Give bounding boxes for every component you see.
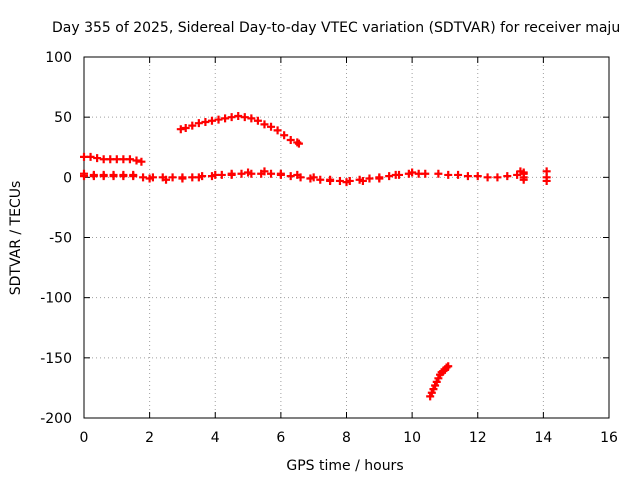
data-point <box>194 173 203 182</box>
data-point <box>408 168 417 177</box>
data-point <box>86 152 95 161</box>
data-point <box>463 172 472 181</box>
data-point <box>129 170 138 179</box>
data-point <box>89 170 98 179</box>
data-point <box>109 170 118 179</box>
data-point <box>434 169 443 178</box>
data-point <box>444 170 453 179</box>
data-point <box>444 362 453 371</box>
x-tick-label: 4 <box>211 430 220 446</box>
data-point <box>201 117 210 126</box>
x-tick-label: 0 <box>80 430 89 446</box>
data-point <box>375 174 384 183</box>
data-point <box>227 169 236 178</box>
data-point <box>260 167 269 176</box>
x-tick-label: 8 <box>342 430 351 446</box>
data-series <box>516 167 551 185</box>
data-point <box>247 114 256 123</box>
data-point <box>335 176 344 185</box>
data-point <box>234 111 243 120</box>
chart-title: Day 355 of 2025, Sidereal Day-to-day VTE… <box>52 20 620 36</box>
data-point <box>493 173 502 182</box>
y-tick-label: -100 <box>40 291 72 307</box>
data-point <box>473 172 482 181</box>
data-point <box>137 157 146 166</box>
x-tick-label: 16 <box>600 430 618 446</box>
data-point <box>316 175 325 184</box>
data-point <box>280 131 289 140</box>
y-tick-label: 100 <box>45 50 72 66</box>
data-point <box>168 173 177 182</box>
data-point <box>385 172 394 181</box>
data-point <box>211 170 220 179</box>
data-point <box>391 170 400 179</box>
data-point <box>178 174 187 183</box>
y-tick-label: 0 <box>63 170 72 186</box>
data-point <box>132 156 141 165</box>
data-point <box>267 122 276 131</box>
data-points <box>80 111 551 401</box>
data-point <box>273 126 282 135</box>
x-tick-label: 12 <box>469 430 487 446</box>
data-point <box>139 173 148 182</box>
data-series <box>426 362 453 401</box>
data-point <box>503 172 512 181</box>
data-point <box>519 168 528 177</box>
plot-frame <box>83 56 610 419</box>
data-point <box>99 170 108 179</box>
x-tick-label: 10 <box>403 430 421 446</box>
data-point <box>162 175 171 184</box>
data-series <box>434 169 528 182</box>
data-point <box>519 175 528 184</box>
data-point <box>125 155 134 164</box>
data-point <box>176 125 185 134</box>
data-point <box>421 169 430 178</box>
x-tick-label: 2 <box>145 430 154 446</box>
data-point <box>365 174 374 183</box>
data-point <box>286 172 295 181</box>
data-point <box>93 154 102 163</box>
data-point <box>188 121 197 130</box>
y-tick-label: -200 <box>40 411 72 427</box>
data-point <box>214 115 223 124</box>
data-point <box>145 174 154 183</box>
data-point <box>454 170 463 179</box>
data-point <box>326 175 335 184</box>
data-point <box>244 168 253 177</box>
data-point <box>309 173 318 182</box>
x-tick-label: 6 <box>276 430 285 446</box>
data-point <box>542 176 551 185</box>
data-point <box>483 173 492 182</box>
data-point <box>260 120 269 129</box>
data-point <box>286 136 295 145</box>
data-point <box>80 169 88 178</box>
data-point <box>207 116 216 125</box>
y-axis-label: SDTVAR / TECUs <box>8 181 24 296</box>
data-point <box>342 178 351 187</box>
data-point <box>181 123 190 132</box>
data-point <box>267 169 276 178</box>
data-point <box>253 116 262 125</box>
data-point <box>119 170 128 179</box>
data-point <box>358 176 367 185</box>
axes: 0 2 4 6 8 10 12 14 16 -200 -150 -100 -50 0 50 100 <box>40 50 618 446</box>
grid <box>84 57 609 418</box>
data-point <box>221 114 230 123</box>
data-point <box>293 170 302 179</box>
y-tick-label: 50 <box>54 110 72 126</box>
y-tick-label: -150 <box>40 351 72 367</box>
data-point <box>237 169 246 178</box>
x-tick-label: 14 <box>534 430 552 446</box>
data-series <box>80 167 417 187</box>
data-series <box>176 111 303 148</box>
data-point <box>227 113 236 122</box>
data-point <box>294 139 303 148</box>
data-series <box>80 152 146 166</box>
data-point <box>194 119 203 128</box>
x-axis-label: GPS time / hours <box>286 458 403 474</box>
data-point <box>276 169 285 178</box>
data-point <box>240 113 249 122</box>
y-tick-label: -50 <box>49 231 72 247</box>
